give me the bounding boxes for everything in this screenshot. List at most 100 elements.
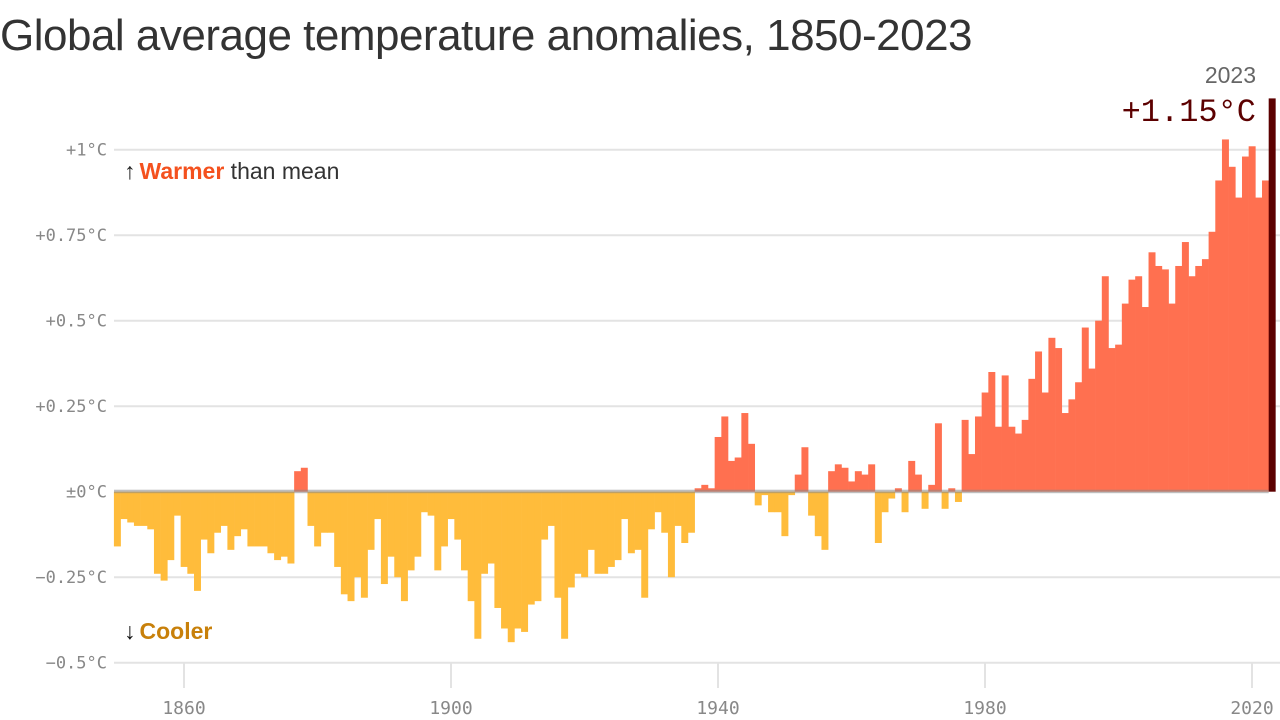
bar-1873	[267, 491, 275, 554]
bar-1892	[394, 491, 402, 578]
bar-1893	[400, 491, 408, 602]
bar-1931	[654, 491, 662, 513]
bar-1963	[868, 464, 876, 492]
bar-1916	[554, 491, 562, 598]
bar-1884	[340, 491, 348, 595]
bar-1973	[934, 423, 942, 492]
bar-1944	[741, 413, 749, 492]
bar-1994	[1075, 382, 1083, 492]
bar-1941	[721, 416, 729, 492]
bar-1943	[734, 457, 742, 492]
bar-1966	[888, 491, 896, 499]
bar-1920	[581, 491, 589, 578]
bar-1882	[327, 491, 335, 533]
bar-1885	[347, 491, 355, 602]
bar-1850	[113, 491, 121, 547]
bar-1911	[521, 491, 529, 632]
bar-1874	[274, 491, 282, 561]
bar-1965	[881, 491, 889, 513]
bar-1917	[561, 491, 569, 639]
bar-1999	[1108, 348, 1116, 492]
bar-1907	[494, 491, 502, 608]
bar-1888	[367, 491, 375, 550]
bar-2000	[1115, 344, 1123, 492]
last-value-label: +1.15°C	[1122, 94, 1256, 131]
up-arrow-icon: ↑	[124, 158, 136, 184]
bar-2016	[1221, 139, 1229, 492]
bar-1915	[547, 491, 555, 526]
bar-1866	[220, 491, 228, 526]
bar-1968	[901, 491, 909, 513]
down-arrow-icon: ↓	[124, 618, 136, 644]
bar-1862	[194, 491, 201, 591]
bar-2015	[1215, 180, 1223, 492]
bar-1993	[1068, 399, 1076, 492]
zero-baseline	[114, 489, 1269, 494]
bar-1912	[527, 491, 535, 605]
bar-2010	[1181, 242, 1189, 492]
bar-1902	[461, 491, 468, 571]
bar-1855	[147, 491, 155, 530]
bar-1928	[634, 491, 642, 550]
bar-1895	[414, 491, 422, 557]
bar-1933	[667, 491, 675, 578]
bar-1936	[687, 491, 695, 533]
bar-1930	[647, 491, 655, 530]
bar-1891	[387, 491, 395, 557]
bar-1959	[841, 467, 849, 492]
x-tick-label: 2020	[1230, 698, 1273, 719]
bar-1869	[240, 491, 248, 530]
x-tick-label: 1980	[963, 698, 1006, 719]
bar-1947	[761, 491, 769, 496]
bar-2008	[1168, 303, 1176, 492]
bar-1948	[768, 491, 776, 513]
bar-1984	[1008, 426, 1016, 492]
bar-1962	[861, 474, 869, 492]
bar-1898	[434, 491, 442, 571]
y-tick-label: +1°C	[66, 141, 107, 161]
bar-1890	[380, 491, 388, 585]
bar-1870	[247, 491, 255, 547]
bar-1945	[748, 443, 756, 492]
bar-1919	[574, 491, 582, 574]
bar-2005	[1148, 252, 1156, 492]
bar-1977	[961, 419, 969, 492]
bar-2003	[1135, 276, 1143, 492]
bars	[113, 98, 1276, 643]
bar-1996	[1088, 368, 1096, 492]
y-tick-label: +0.75°C	[35, 226, 107, 246]
bar-1897	[427, 491, 435, 516]
bar-2012	[1195, 265, 1203, 492]
bar-1970	[914, 474, 922, 492]
bar-1914	[541, 491, 549, 540]
bar-1925	[614, 491, 622, 561]
bar-1913	[534, 491, 542, 602]
cooler-annotation: ↓ Cooler	[124, 618, 212, 644]
bar-1871	[254, 491, 262, 547]
bar-1857	[160, 491, 168, 581]
bar-2020	[1248, 146, 1256, 492]
bar-1860	[180, 491, 188, 567]
bar-1876	[287, 491, 295, 564]
bar-1972	[928, 484, 936, 492]
bar-1905	[481, 491, 489, 574]
bar-1951	[788, 491, 796, 496]
bar-1856	[153, 491, 161, 574]
bar-1868	[234, 491, 242, 537]
bar-2001	[1121, 303, 1129, 492]
bar-1935	[681, 491, 689, 543]
bar-1956	[821, 491, 829, 550]
bar-1904	[474, 491, 482, 639]
x-tick-label: 1860	[162, 698, 205, 719]
bar-2013	[1201, 259, 1209, 492]
bar-1946	[754, 491, 762, 506]
bar-2021	[1255, 197, 1263, 492]
bar-1872	[260, 491, 268, 547]
bar-1949	[774, 491, 782, 513]
bar-1940	[714, 436, 722, 492]
warmer-annotation: ↑ Warmer than mean	[124, 158, 339, 184]
y-tick-label: −0.5°C	[46, 654, 107, 674]
bar-1964	[874, 491, 882, 543]
bar-1961	[854, 471, 862, 492]
bar-1924	[607, 491, 615, 567]
